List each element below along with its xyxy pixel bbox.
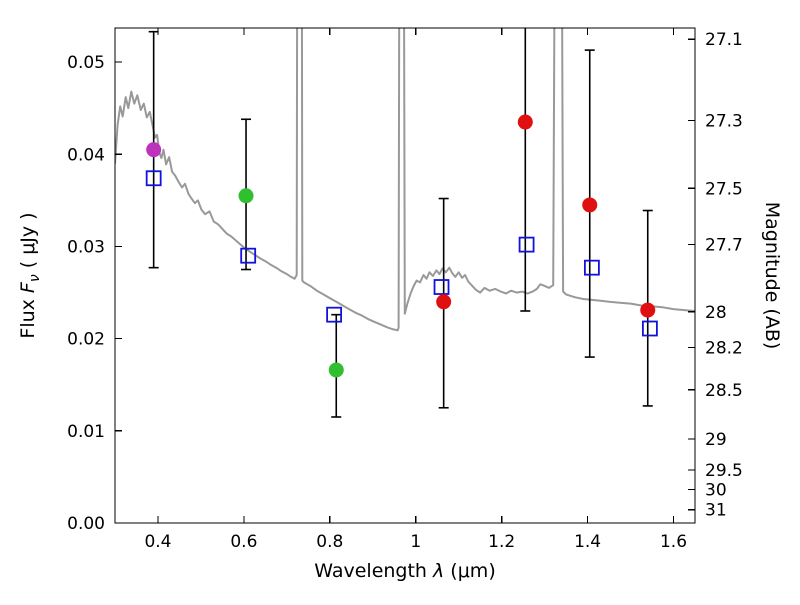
x-tick-label: 0.6 (230, 532, 257, 552)
y-tick-label-right: 29.5 (705, 461, 743, 481)
x-tick-label: 1.6 (660, 532, 687, 552)
y-tick-label-right: 28 (705, 303, 727, 323)
y-tick-label-right: 29 (705, 430, 727, 450)
axis-ticks (115, 28, 695, 524)
model-photometry (145, 170, 658, 337)
observed-point (436, 294, 452, 310)
plot-frame (114, 27, 696, 524)
y-tick-label-right: 27.3 (705, 112, 743, 132)
model-spectrum (115, 28, 695, 332)
y-tick-label-right: 27.1 (705, 30, 743, 50)
model-point (145, 170, 162, 187)
observed-point (582, 197, 598, 213)
y-tick-label-right: 28.5 (705, 381, 743, 401)
model-point (583, 259, 600, 276)
y-tick-label-left: 0.04 (67, 145, 105, 165)
y-tick-label-left: 0.02 (67, 330, 105, 350)
y-axis-label-right: Magnitude (AB) (761, 202, 783, 350)
x-tick-label: 1.4 (574, 532, 601, 552)
y-tick-label-right: 31 (705, 501, 727, 521)
model-point (326, 306, 343, 323)
x-axis-label: Wavelength λ (μm) (314, 560, 495, 582)
y-axis-label-left: Flux Fν ( μJy ) (17, 212, 43, 338)
y-tick-label-right: 27.7 (705, 236, 743, 256)
x-tick-label: 0.4 (144, 532, 171, 552)
observed-point (146, 142, 162, 158)
observed-point (328, 362, 344, 378)
x-tick-label: 0.8 (316, 532, 343, 552)
error-bars (148, 28, 653, 418)
model-point (641, 320, 658, 337)
y-tick-label-right: 28.2 (705, 338, 743, 358)
y-tick-label-left: 0.00 (67, 514, 105, 534)
model-point (518, 236, 535, 253)
observed-point (517, 114, 533, 130)
y-tick-label-left: 0.05 (67, 53, 105, 73)
observed-point (640, 302, 656, 318)
x-tick-label: 1 (410, 532, 421, 552)
observed-photometry (146, 114, 656, 378)
y-tick-label-right: 27.5 (705, 179, 743, 199)
axis-tick-labels: 0.4 0.6 0.8 1 1.2 1.4 1.6 0.00 0.01 0.02 0.03 0.04 0… (67, 30, 743, 552)
x-tick-label: 1.2 (488, 532, 515, 552)
y-tick-label-left: 0.03 (67, 237, 105, 257)
observed-point (238, 188, 254, 204)
model-point (240, 247, 257, 264)
y-tick-label-right: 30 (705, 481, 727, 501)
model-point (433, 279, 450, 295)
y-tick-label-left: 0.01 (67, 422, 105, 442)
